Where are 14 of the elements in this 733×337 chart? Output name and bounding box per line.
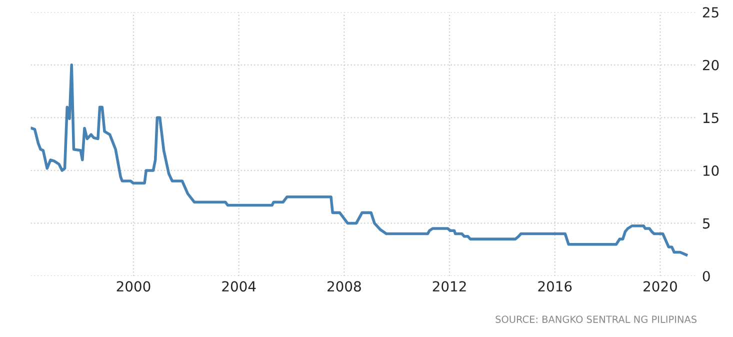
y-tick-label: 25: [702, 7, 718, 18]
y-tick-label: 5: [703, 218, 710, 229]
x-tick-label: 2000: [116, 281, 150, 292]
x-tick-label: 2004: [222, 281, 256, 292]
y-tick-label: 10: [703, 165, 719, 176]
y-tick-label: 20: [702, 60, 719, 70]
y-tick-label: 15: [703, 112, 718, 124]
x-tick-label: 2016: [538, 281, 572, 292]
x-tick-label: 2008: [328, 281, 361, 292]
y-tick-label: 0: [702, 270, 710, 282]
source-note: SOURCE: BANGKO SENTRAL NG PILIPINAS: [496, 316, 697, 323]
line-series: [30, 64, 688, 256]
x-tick-label: 2020: [644, 281, 677, 292]
x-tick-label: 2012: [432, 281, 466, 292]
